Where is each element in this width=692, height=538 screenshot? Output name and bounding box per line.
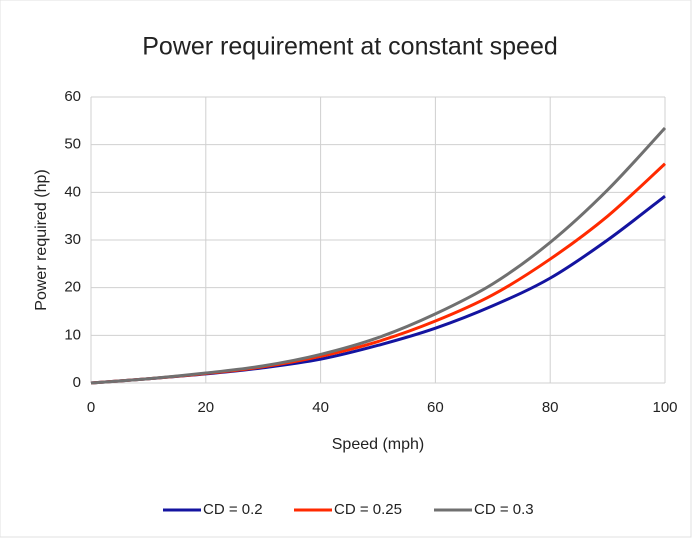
x-tick-label: 20 <box>197 399 214 416</box>
y-tick-label: 0 <box>73 374 81 391</box>
legend-label: CD = 0.2 <box>203 501 263 518</box>
x-axis-label: Speed (mph) <box>332 436 425 453</box>
y-tick-label: 30 <box>64 231 81 248</box>
y-tick-label: 40 <box>64 183 81 200</box>
y-tick-label: 20 <box>64 279 81 296</box>
x-tick-label: 100 <box>652 399 677 416</box>
y-tick-label: 60 <box>64 88 81 105</box>
series-line <box>90 126 667 385</box>
legend-label: CD = 0.25 <box>334 501 402 518</box>
y-tick-label: 50 <box>64 136 81 153</box>
legend-label: CD = 0.3 <box>474 501 534 518</box>
x-tick-label: 0 <box>87 399 95 416</box>
chart-title: Power requirement at constant speed <box>142 33 558 61</box>
x-tick-label: 80 <box>542 399 559 416</box>
x-tick-label: 40 <box>312 399 329 416</box>
y-tick-label: 10 <box>64 326 81 343</box>
y-axis-label: Power required (hp) <box>33 169 50 310</box>
x-tick-label: 60 <box>427 399 444 416</box>
